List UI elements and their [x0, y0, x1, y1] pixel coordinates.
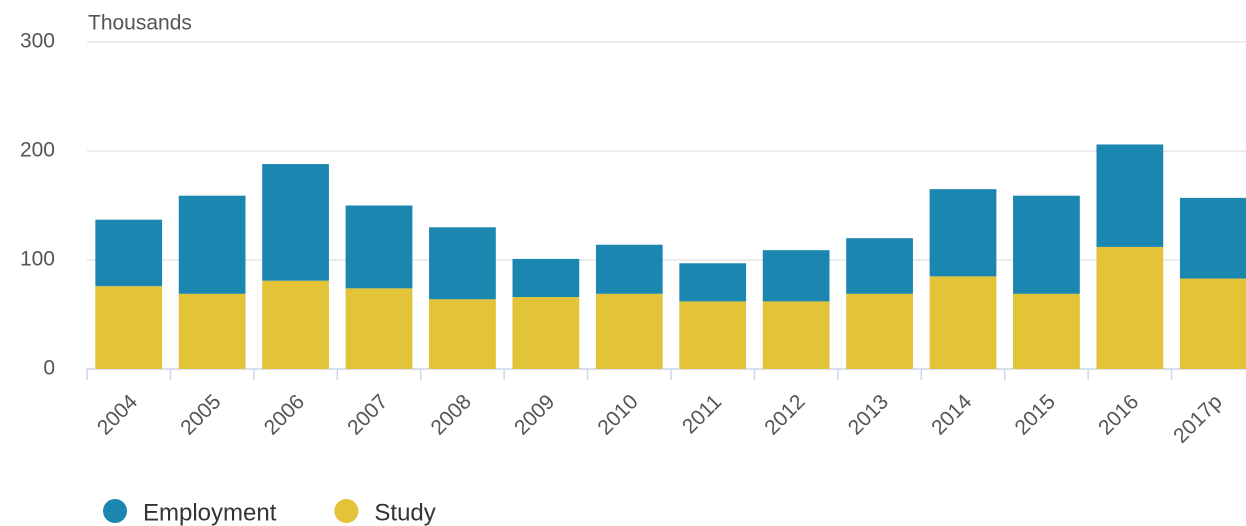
bar-segment [679, 301, 747, 369]
bar-segment [762, 250, 830, 302]
bar-segment [345, 288, 413, 369]
bar-segment [929, 189, 997, 277]
bar-segment [512, 297, 580, 369]
x-tick-label: 2012 [760, 390, 809, 439]
bar-segment [512, 258, 580, 298]
bar-segment [1096, 246, 1164, 369]
bar-segment [1013, 195, 1080, 294]
x-tick-label: 2004 [93, 390, 143, 440]
bar-segment [595, 293, 663, 369]
x-tick-label: 2005 [176, 390, 225, 439]
bar-segment [1179, 278, 1246, 369]
bar-segment [262, 164, 329, 281]
y-tick-label: 100 [20, 248, 55, 271]
bar-segment [1096, 144, 1164, 247]
bar-segment [595, 244, 663, 294]
y-tick-label: 300 [20, 30, 55, 53]
bar-segment [1179, 197, 1246, 279]
bar-segment [929, 276, 997, 369]
bar-segment [429, 227, 496, 300]
legend-marker [103, 499, 127, 523]
x-tick-label: 2009 [510, 390, 559, 439]
x-tick-label: 2017p [1169, 390, 1227, 448]
y-tick-label: 0 [43, 357, 55, 380]
x-tick-label: 2016 [1094, 390, 1143, 439]
legend-marker [334, 499, 359, 523]
bar-segment [178, 195, 246, 294]
x-tick-label: 2010 [593, 390, 642, 439]
bar-segment [95, 219, 163, 287]
bar-segment [679, 263, 747, 302]
bar-segment [262, 280, 329, 369]
x-tick-label: 2015 [1011, 390, 1060, 439]
y-tick-label: 200 [20, 139, 55, 162]
bar-segment [429, 299, 496, 369]
x-tick-label: 2013 [844, 390, 893, 439]
y-axis-label: Thousands [88, 12, 192, 35]
bar-segment [846, 293, 913, 369]
x-tick-label: 2014 [927, 390, 977, 440]
x-tick-label: 2007 [343, 390, 392, 439]
bar-segment [762, 301, 830, 369]
x-tick-label: 2006 [260, 390, 309, 439]
bar-segment [95, 286, 163, 369]
bar-segment [846, 238, 913, 294]
legend-label: Study [374, 499, 435, 526]
legend-label: Employment [143, 499, 277, 526]
bar-segment [345, 205, 413, 289]
bar-segment [178, 293, 246, 369]
x-tick-label: 2011 [678, 390, 726, 438]
x-tick-label: 2008 [427, 390, 476, 439]
bar-segment [1013, 293, 1080, 369]
